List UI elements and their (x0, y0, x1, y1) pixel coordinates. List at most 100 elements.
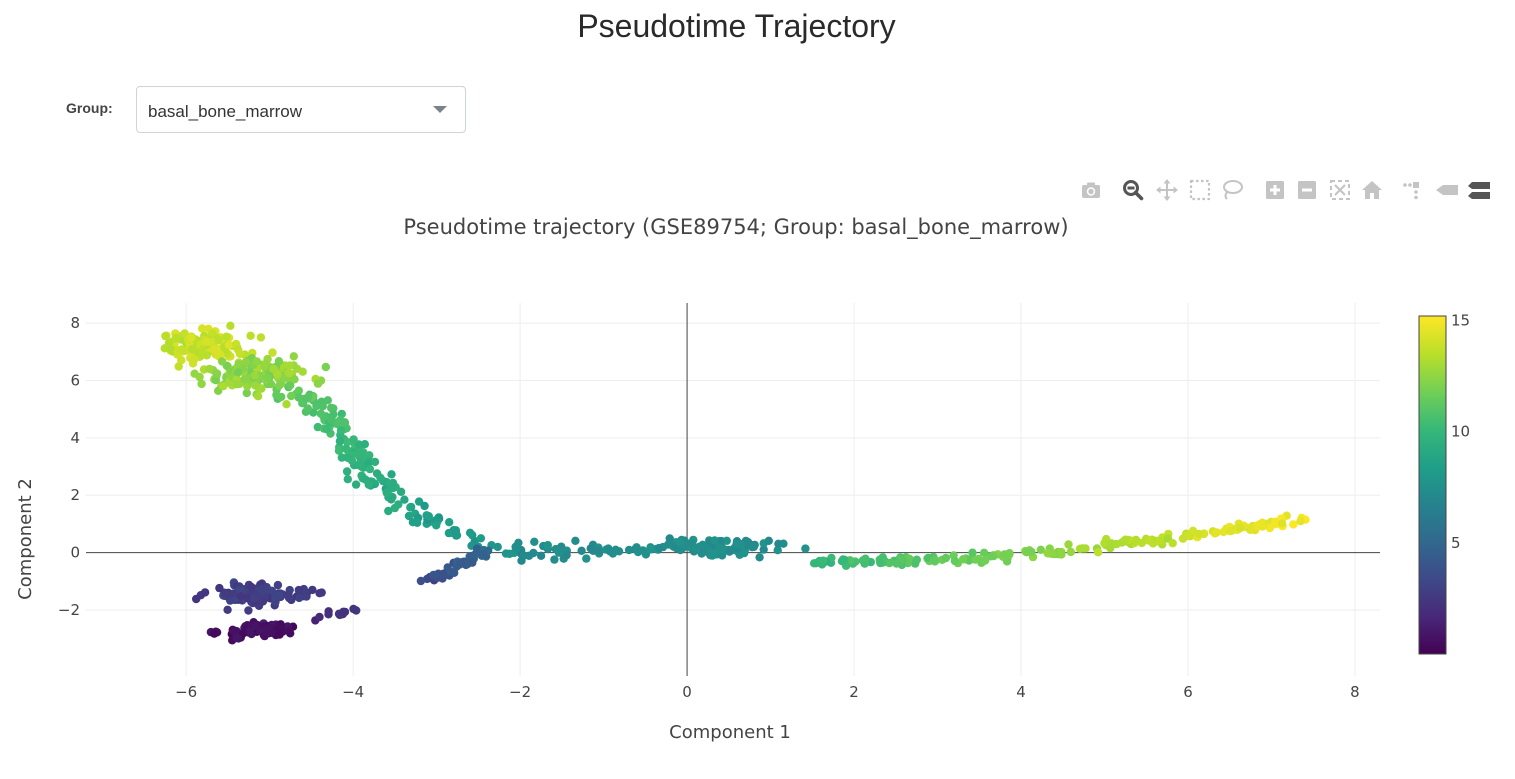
scatter-point[interactable] (1212, 528, 1221, 537)
scatter-point[interactable] (1057, 547, 1066, 557)
scatter-point[interactable] (1178, 534, 1188, 543)
scatter-point[interactable] (479, 550, 488, 559)
scatter-point[interactable] (861, 554, 870, 563)
scatter-point[interactable] (365, 464, 375, 474)
scatter-point[interactable] (339, 607, 348, 616)
scatter-point[interactable] (700, 543, 710, 552)
scatter-point[interactable] (979, 548, 989, 557)
scatter-point[interactable] (387, 483, 397, 493)
scatter-point[interactable] (1036, 545, 1046, 554)
scatter-point[interactable] (268, 348, 277, 357)
scatter-point[interactable] (284, 368, 294, 378)
spike-lines-icon[interactable] (1400, 177, 1426, 203)
scatter-point[interactable] (302, 592, 311, 601)
scatter-point[interactable] (251, 621, 260, 630)
scatter-point[interactable] (246, 331, 255, 340)
scatter-point[interactable] (229, 627, 239, 636)
scatter-point[interactable] (543, 542, 552, 551)
scatter-point[interactable] (445, 518, 454, 527)
scatter-point[interactable] (351, 480, 361, 489)
scatter-point[interactable] (266, 379, 276, 389)
scatter-point[interactable] (501, 549, 511, 558)
zoom-in-icon[interactable] (1262, 177, 1288, 203)
autoscale-icon[interactable] (1327, 177, 1353, 203)
scatter-point[interactable] (408, 518, 418, 527)
scatter-point[interactable] (1081, 544, 1090, 553)
scatter-point[interactable] (216, 350, 225, 359)
scatter-point[interactable] (335, 437, 345, 446)
scatter-point[interactable] (226, 321, 235, 330)
scatter-point[interactable] (205, 364, 214, 374)
scatter-point[interactable] (258, 597, 268, 606)
scatter-point[interactable] (257, 584, 266, 593)
scatter-point[interactable] (343, 475, 352, 484)
scatter-point[interactable] (1236, 523, 1245, 533)
scatter-point[interactable] (536, 551, 546, 560)
scatter-point[interactable] (198, 324, 207, 333)
reset-axes-icon[interactable] (1359, 177, 1385, 203)
scatter-point[interactable] (250, 371, 259, 380)
scatter-point[interactable] (286, 381, 295, 390)
scatter-point[interactable] (217, 357, 227, 366)
hover-compare-icon[interactable] (1466, 177, 1492, 203)
scatter-point[interactable] (404, 511, 414, 521)
scatter-point[interactable] (235, 349, 245, 359)
scatter-point[interactable] (341, 444, 351, 453)
scatter-point[interactable] (337, 453, 346, 462)
scatter-point[interactable] (1265, 523, 1275, 533)
camera-icon[interactable] (1078, 177, 1104, 203)
pan-icon[interactable] (1154, 177, 1180, 203)
scatter-point[interactable] (214, 336, 223, 345)
scatter-point[interactable] (646, 545, 655, 554)
scatter-point[interactable] (1219, 527, 1228, 537)
scatter-point[interactable] (273, 580, 283, 590)
scatter-point[interactable] (743, 539, 752, 549)
scatter-point[interactable] (355, 459, 364, 469)
scatter-point[interactable] (586, 544, 595, 553)
scatter-point[interactable] (708, 551, 717, 560)
scatter-point[interactable] (929, 556, 938, 565)
scatter-point[interactable] (215, 583, 224, 593)
scatter-point[interactable] (740, 548, 749, 558)
scatter-point[interactable] (245, 626, 255, 635)
scatter-point[interactable] (282, 400, 291, 409)
scatter-point[interactable] (892, 559, 901, 568)
scatter-point[interactable] (354, 440, 363, 449)
scatter-point[interactable] (177, 345, 186, 354)
scatter-point[interactable] (1225, 526, 1235, 536)
scatter-point[interactable] (406, 502, 416, 512)
scatter-point[interactable] (981, 556, 990, 565)
scatter-point[interactable] (429, 570, 438, 580)
scatter-point[interactable] (717, 551, 727, 560)
scatter-point[interactable] (840, 555, 849, 564)
scatter-point[interactable] (710, 536, 719, 545)
scatter-point[interactable] (252, 357, 261, 366)
scatter-point[interactable] (337, 409, 346, 419)
scatter-point[interactable] (315, 612, 324, 622)
scatter-point[interactable] (236, 592, 246, 601)
scatter-point[interactable] (188, 345, 197, 354)
scatter-point[interactable] (452, 531, 462, 540)
scatter-point[interactable] (582, 554, 591, 563)
scatter-point[interactable] (550, 555, 559, 564)
scatter-point[interactable] (950, 556, 960, 566)
scatter-point[interactable] (208, 329, 217, 338)
scatter-point[interactable] (336, 426, 346, 435)
scatter-point[interactable] (1137, 538, 1147, 548)
scatter-point[interactable] (697, 549, 706, 558)
scatter-point[interactable] (174, 362, 183, 371)
scatter-point[interactable] (517, 556, 526, 565)
scatter-point[interactable] (562, 550, 571, 560)
scatter-point[interactable] (356, 449, 366, 458)
scatter-point[interactable] (323, 396, 332, 405)
scatter-point[interactable] (290, 375, 299, 384)
scatter-point[interactable] (349, 604, 358, 614)
scatter-point[interactable] (222, 332, 231, 341)
scatter-point[interactable] (166, 344, 175, 354)
scatter-point[interactable] (577, 546, 586, 555)
scatter-point[interactable] (340, 419, 349, 428)
scatter-point[interactable] (303, 404, 312, 413)
scatter-point[interactable] (190, 369, 199, 378)
scatter-point[interactable] (275, 630, 284, 639)
scatter-point[interactable] (234, 359, 243, 369)
